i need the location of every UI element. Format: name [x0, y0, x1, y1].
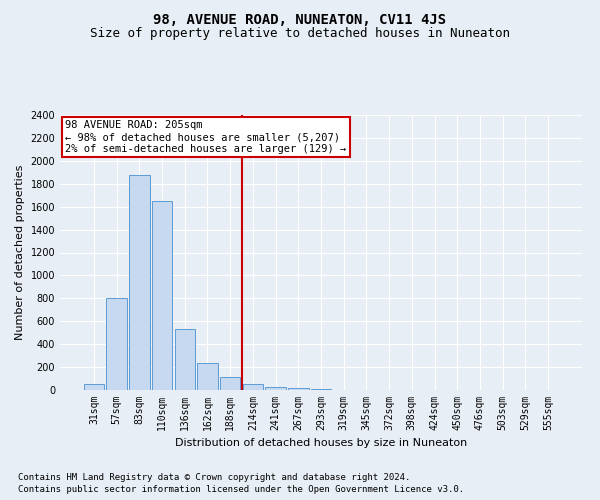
- Bar: [242, 384, 263, 390]
- Bar: [152, 201, 172, 390]
- Y-axis label: Number of detached properties: Number of detached properties: [15, 165, 25, 340]
- Bar: [106, 298, 127, 390]
- X-axis label: Distribution of detached houses by size in Nuneaton: Distribution of detached houses by size …: [175, 438, 467, 448]
- Bar: [175, 330, 195, 390]
- Bar: [129, 174, 149, 390]
- Text: Contains public sector information licensed under the Open Government Licence v3: Contains public sector information licen…: [18, 485, 464, 494]
- Bar: [288, 388, 308, 390]
- Text: 98, AVENUE ROAD, NUNEATON, CV11 4JS: 98, AVENUE ROAD, NUNEATON, CV11 4JS: [154, 12, 446, 26]
- Bar: [220, 378, 241, 390]
- Bar: [84, 384, 104, 390]
- Bar: [197, 362, 218, 390]
- Text: Contains HM Land Registry data © Crown copyright and database right 2024.: Contains HM Land Registry data © Crown c…: [18, 472, 410, 482]
- Text: Size of property relative to detached houses in Nuneaton: Size of property relative to detached ho…: [90, 28, 510, 40]
- Bar: [265, 386, 286, 390]
- Text: 98 AVENUE ROAD: 205sqm
← 98% of detached houses are smaller (5,207)
2% of semi-d: 98 AVENUE ROAD: 205sqm ← 98% of detached…: [65, 120, 346, 154]
